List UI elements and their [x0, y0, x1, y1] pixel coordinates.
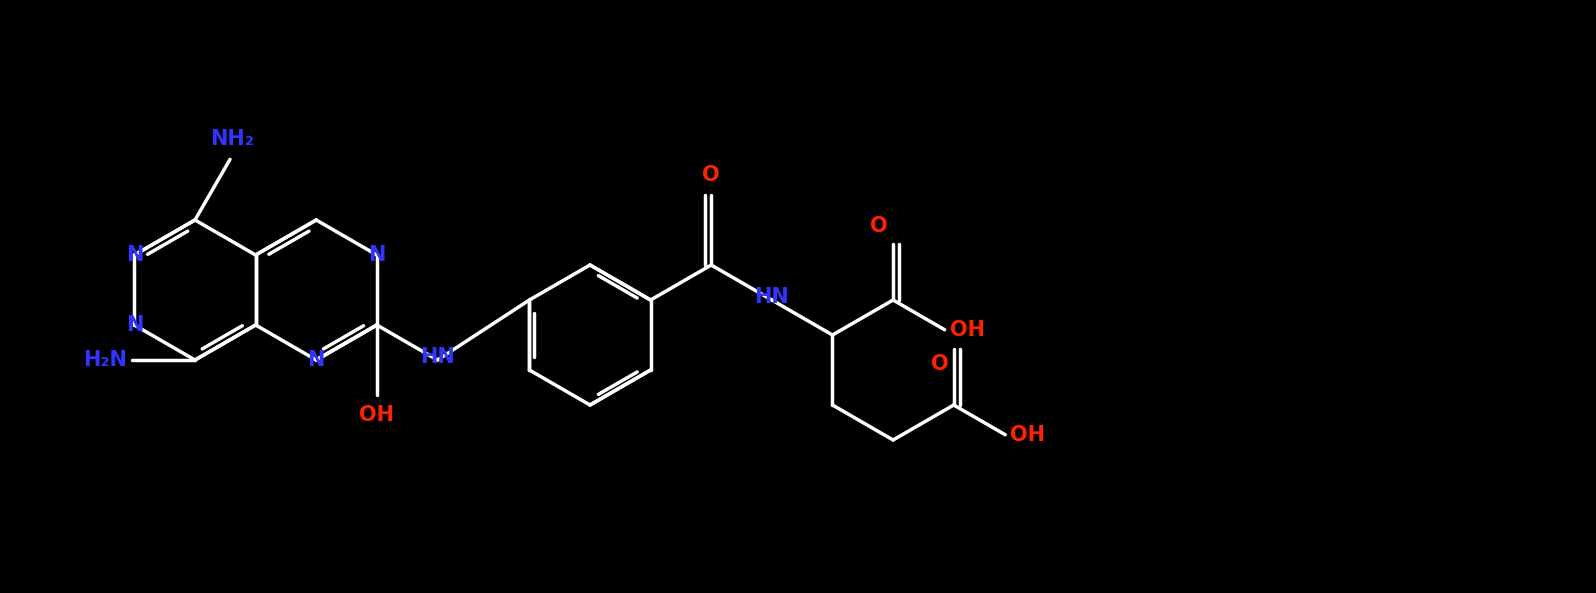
Text: O: O [930, 354, 948, 374]
Text: N: N [126, 245, 144, 265]
Text: N: N [308, 350, 326, 370]
Text: HN: HN [420, 347, 455, 367]
Text: OH: OH [359, 405, 394, 425]
Text: N: N [126, 315, 144, 335]
Text: N: N [369, 245, 386, 265]
Text: HN: HN [755, 287, 790, 307]
Text: O: O [702, 165, 720, 185]
Text: OH: OH [950, 320, 985, 340]
Text: H₂N: H₂N [83, 350, 128, 370]
Text: OH: OH [1010, 425, 1045, 445]
Text: NH₂: NH₂ [211, 129, 254, 149]
Text: O: O [870, 216, 887, 236]
